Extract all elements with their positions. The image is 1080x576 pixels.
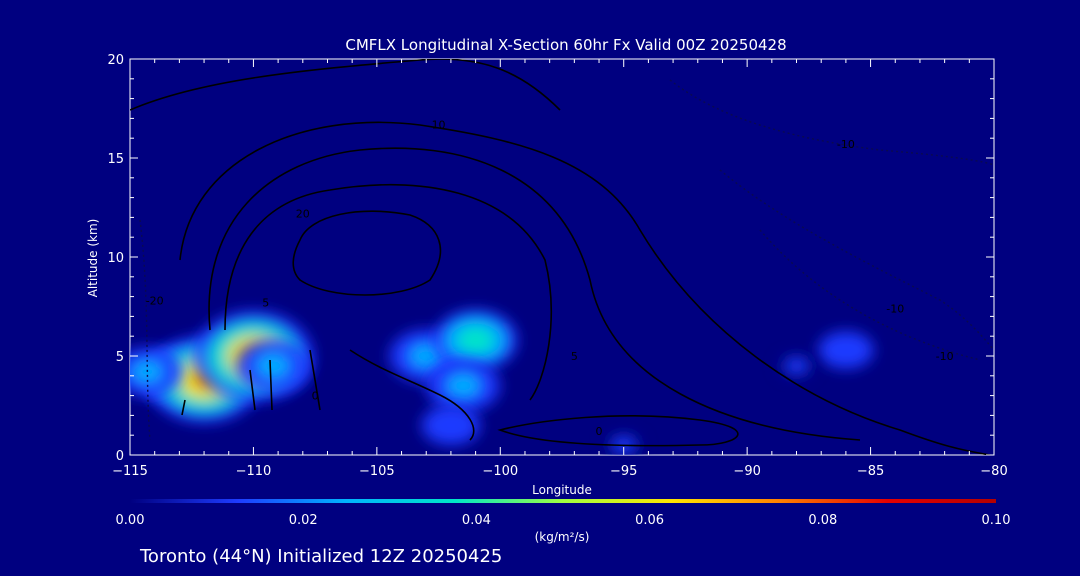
colorbar-tick-label: 0.10 [982, 513, 1011, 528]
contour-line-dotted [719, 169, 994, 351]
contour-label: 0 [312, 390, 319, 403]
colorbar-tick-label: 0.02 [289, 513, 318, 528]
contour-line [208, 147, 861, 441]
y-axis: 0 5 10 15 20 [107, 53, 994, 464]
x-tick-label: −95 [610, 464, 637, 479]
colorbar [130, 499, 996, 503]
flux-blob [777, 352, 817, 379]
x-tick-label: −115 [112, 464, 148, 479]
x-tick-label: −110 [236, 464, 272, 479]
contour-label: 0 [596, 425, 603, 438]
colorbar-tick-label: 0.08 [808, 513, 837, 528]
flux-blob [817, 331, 874, 370]
contour-line [349, 349, 475, 441]
flux-blob [130, 347, 182, 397]
flux-field [130, 309, 874, 455]
contour-label: -20 [146, 295, 164, 308]
y-tick-label: 10 [107, 251, 124, 266]
contour-labels: 10 20 5 0 5 0 -10 -10 -10 -20 [146, 118, 954, 438]
negative-contours [139, 79, 994, 441]
contour-label: 20 [296, 207, 310, 220]
x-tick-label: −85 [857, 464, 884, 479]
contour-label: 5 [262, 297, 269, 310]
colorbar-tick-label: 0.04 [462, 513, 491, 528]
contour-line [181, 349, 321, 416]
y-axis-label: Altitude (km) [86, 219, 100, 298]
contour-label: -10 [837, 138, 855, 151]
contour-line-dotted [669, 79, 994, 166]
flux-blob [433, 309, 518, 371]
contour-line [224, 183, 552, 401]
colorbar-tick-label: 0.06 [635, 513, 664, 528]
contour-line [497, 415, 739, 447]
contour-label: -10 [886, 302, 904, 315]
contour-label: 5 [571, 350, 578, 363]
x-axis-label: Longitude [532, 483, 592, 497]
chart-title: CMFLX Longitudinal X-Section 60hr Fx Val… [345, 36, 786, 54]
x-axis: −115 −110 −105 −100 −95 −90 −85 −80 [112, 59, 1008, 479]
x-tick-label: −90 [733, 464, 760, 479]
flux-blob [426, 359, 501, 413]
footer-caption: Toronto (44°N) Initialized 12Z 20250425 [139, 546, 502, 567]
y-tick-label: 5 [116, 350, 124, 365]
contour-line [292, 210, 442, 296]
y-tick-label: 0 [116, 449, 124, 464]
colorbar-ticks: 0.00 0.02 0.04 0.06 0.08 0.10 [116, 513, 1011, 528]
x-tick-label: −100 [482, 464, 518, 479]
contour-line [130, 59, 561, 111]
flux-blob [421, 405, 481, 446]
colorbar-units: (kg/m²/s) [535, 530, 590, 544]
y-tick-label: 15 [107, 152, 124, 167]
flux-blob [236, 339, 311, 393]
contour-label: 10 [432, 118, 446, 131]
x-tick-label: −105 [359, 464, 395, 479]
y-tick-label: 20 [107, 53, 124, 68]
contour-label: -10 [936, 350, 954, 363]
x-tick-label: −80 [980, 464, 1007, 479]
colorbar-tick-label: 0.00 [116, 513, 145, 528]
contour-lines [130, 59, 991, 455]
contour-line [179, 121, 991, 455]
